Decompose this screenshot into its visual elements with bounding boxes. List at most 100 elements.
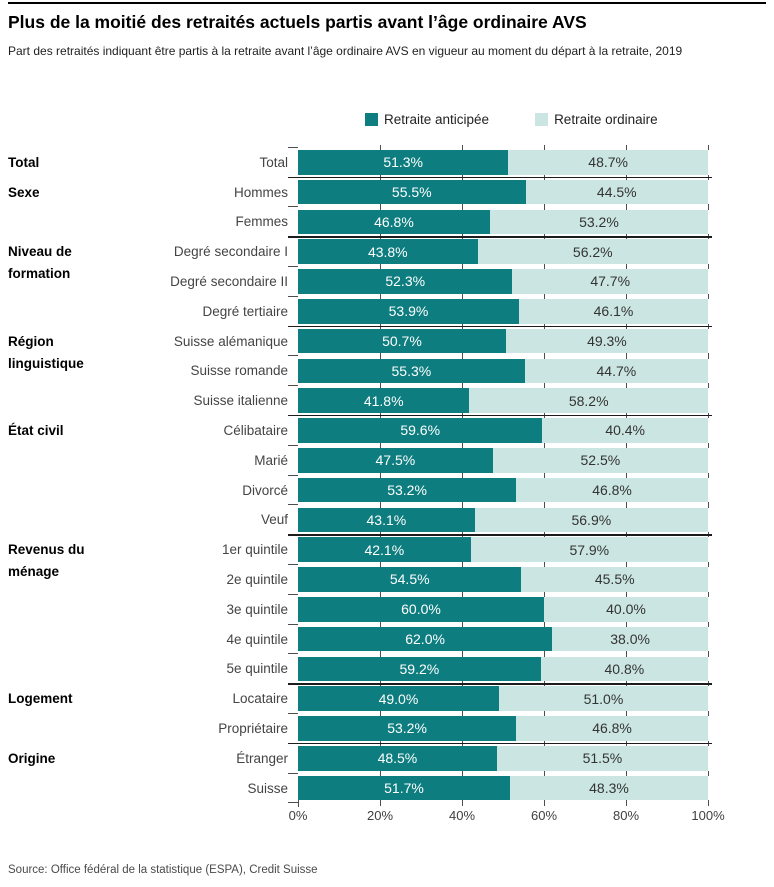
grid-tick	[380, 293, 381, 299]
bar-value-anticipee: 42.1%	[364, 541, 405, 558]
x-axis-label: 100%	[691, 808, 725, 823]
axis-tick-left	[288, 146, 298, 148]
group-separator	[288, 176, 712, 178]
group-separator	[288, 683, 712, 685]
grid-tick	[708, 472, 709, 478]
row-label: 3e quintile	[226, 601, 288, 617]
bar-segment-ordinaire: 48.3%	[509, 775, 708, 801]
grid-tick	[462, 800, 463, 806]
bar-value-ordinaire: 47.7%	[590, 273, 631, 290]
bar-value-anticipee: 59.2%	[399, 660, 440, 677]
bar-value-ordinaire: 53.2%	[579, 213, 619, 230]
axis-tick-left	[288, 593, 298, 595]
bar-value-anticipee: 50.7%	[382, 333, 422, 350]
bar-value-anticipee: 48.5%	[377, 750, 418, 767]
bar-value-ordinaire: 38.0%	[610, 631, 650, 648]
grid-tick	[462, 263, 463, 270]
grid-tick	[544, 561, 545, 568]
grid-tick	[544, 591, 545, 597]
legend-label-ordinaire: Retraite ordinaire	[554, 112, 658, 127]
bar-segment-anticipee: 46.8%	[298, 209, 490, 235]
grid-tick	[708, 502, 709, 508]
bar-value-ordinaire: 57.9%	[569, 541, 610, 558]
row-label: Célibataire	[223, 422, 288, 438]
grid-tick	[544, 770, 545, 776]
grid-tick	[626, 710, 627, 717]
row-label: Degré tertiaire	[202, 303, 288, 319]
row-label: Suisse italienne	[193, 393, 288, 409]
grid-tick	[380, 591, 381, 597]
grid-tick	[626, 293, 627, 299]
grid-tick	[380, 263, 381, 270]
grid-tick	[708, 800, 709, 806]
row-label: Total	[259, 154, 288, 170]
bar-segment-anticipee: 53.9%	[298, 299, 519, 324]
grid-tick	[544, 621, 545, 627]
bar-segment-ordinaire: 58.2%	[469, 388, 708, 413]
bar-value-anticipee: 53.2%	[387, 482, 427, 499]
chart-subtitle: Part des retraités indiquant être partis…	[8, 44, 683, 58]
grid-tick	[626, 442, 627, 448]
grid-tick	[462, 651, 463, 657]
row-label: Degré secondaire II	[170, 273, 288, 289]
grid-tick	[708, 293, 709, 299]
grid-tick	[462, 204, 463, 210]
axis-tick-left	[288, 265, 298, 267]
grid-tick	[544, 353, 545, 359]
bar-value-ordinaire: 58.2%	[568, 392, 609, 409]
grid-tick	[544, 472, 545, 478]
grid-tick	[708, 383, 709, 389]
grid-tick	[708, 561, 709, 568]
x-axis-label: 40%	[448, 808, 476, 823]
row-label: Femmes	[235, 214, 288, 230]
grid-tick	[544, 293, 545, 299]
legend-label-anticipee: Retraite anticipée	[384, 112, 490, 127]
bar-segment-anticipee: 55.3%	[298, 358, 525, 384]
grid-tick	[544, 710, 545, 717]
bar-segment-anticipee: 43.1%	[298, 507, 475, 533]
bar-value-ordinaire: 46.1%	[593, 303, 634, 320]
axis-tick-left	[288, 295, 298, 297]
bar-segment-anticipee: 49.0%	[298, 686, 499, 711]
legend-item-retraite-ordinaire: Retraite ordinaire	[535, 112, 658, 127]
axis-tick-left	[288, 206, 298, 208]
grid-tick	[708, 144, 709, 150]
bar-value-anticipee: 55.3%	[391, 362, 432, 379]
bar-value-anticipee: 53.2%	[387, 720, 427, 737]
group-label: Région linguistique	[8, 333, 84, 371]
bar-value-anticipee: 59.6%	[400, 422, 441, 439]
bar-segment-ordinaire: 45.5%	[521, 567, 708, 592]
bar-segment-ordinaire: 49.3%	[505, 328, 708, 354]
grid-tick	[544, 204, 545, 210]
grid-tick	[380, 561, 381, 568]
grid-tick	[626, 561, 627, 568]
top-rule	[8, 2, 766, 4]
bar-value-anticipee: 54.5%	[389, 571, 430, 588]
group-label: Logement	[8, 691, 73, 707]
row-label: Étranger	[236, 750, 288, 766]
chart-title: Plus de la moitié des retraités actuels …	[8, 12, 587, 32]
group-separator	[288, 325, 712, 327]
axis-tick-left	[288, 712, 298, 714]
bar-segment-anticipee: 53.2%	[298, 477, 517, 503]
axis-tick-left	[288, 563, 298, 565]
bar-value-ordinaire: 51.5%	[582, 750, 623, 767]
grid-tick	[626, 651, 627, 657]
bar-segment-ordinaire: 56.9%	[474, 507, 708, 533]
row-label: 1er quintile	[221, 542, 288, 558]
grid-tick	[462, 144, 463, 150]
bar-segment-ordinaire: 48.7%	[508, 150, 708, 175]
row-label: Suisse romande	[190, 363, 288, 379]
row-label: Divorcé	[242, 482, 288, 498]
grid-tick	[380, 383, 381, 389]
bar-value-anticipee: 41.8%	[363, 392, 404, 409]
grid-tick	[380, 770, 381, 776]
grid-tick	[380, 144, 381, 150]
x-axis-label: 20%	[366, 808, 394, 823]
group-separator	[288, 414, 712, 417]
grid-tick	[708, 621, 709, 627]
bar-segment-ordinaire: 44.5%	[525, 179, 708, 205]
bar-segment-anticipee: 59.2%	[298, 656, 541, 682]
axis-tick-left	[288, 474, 298, 476]
grid-tick	[462, 591, 463, 597]
